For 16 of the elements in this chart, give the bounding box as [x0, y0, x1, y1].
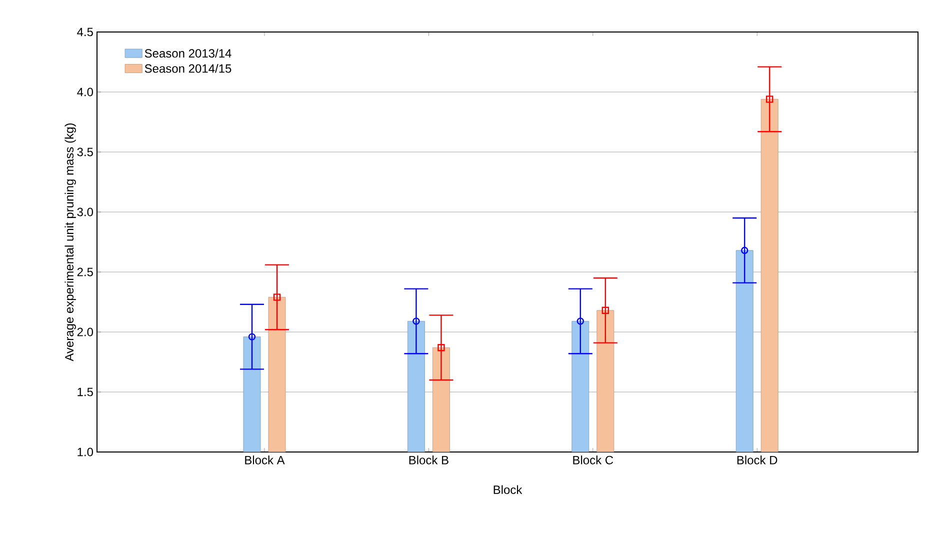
- y-tick-label: 2.5: [77, 268, 93, 276]
- x-tick-label: Block A: [245, 456, 285, 464]
- y-tick-label: 3.0: [77, 208, 94, 216]
- y-tick-label: 1.0: [78, 448, 94, 456]
- y-tick-label: 2.0: [77, 328, 94, 336]
- legend-label: Season 2014/15: [144, 64, 232, 73]
- y-tick-label: 3.5: [77, 148, 93, 156]
- legend-label: Season 2013/14: [144, 48, 232, 58]
- y-tick-label: 4.5: [77, 28, 93, 36]
- x-tick-label: Block C: [573, 456, 614, 464]
- x-axis-title: Block: [494, 485, 522, 494]
- y-axis-title: Average experimental unit pruning mass (kg): [64, 124, 76, 362]
- x-tick-label: Block D: [737, 456, 778, 464]
- x-tick-label: Block B: [409, 456, 448, 464]
- y-tick-label: 4.0: [77, 88, 94, 96]
- y-tick-label: 1.5: [78, 388, 93, 396]
